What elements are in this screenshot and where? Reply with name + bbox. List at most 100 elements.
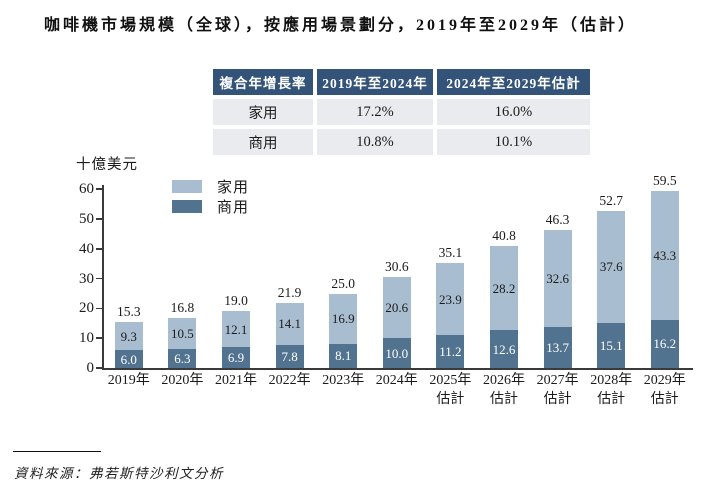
y-tick bbox=[96, 248, 102, 250]
bar-value-home: 10.5 bbox=[171, 326, 194, 342]
bar-value-commercial: 6.9 bbox=[227, 350, 245, 366]
bar-segment-commercial: 6.9 bbox=[222, 347, 250, 368]
y-tick-label: 20 bbox=[79, 300, 94, 317]
x-axis-label: 2020年 bbox=[161, 373, 204, 388]
x-axis-label: 2028年 bbox=[590, 373, 633, 388]
cagr-row-commercial-label: 商用 bbox=[213, 129, 313, 155]
bar-total-label: 30.6 bbox=[384, 258, 409, 274]
cagr-row-home-value-1: 17.2% bbox=[317, 99, 433, 125]
bar-segment-commercial: 16.2 bbox=[650, 319, 679, 368]
y-tick bbox=[96, 277, 102, 280]
bar-value-home: 16.9 bbox=[331, 311, 355, 327]
bar-segment-home: 32.6 bbox=[543, 230, 572, 328]
bar-value-commercial: 12.6 bbox=[492, 341, 516, 357]
y-tick bbox=[96, 218, 102, 220]
source-note: 資料來源：弗若斯特沙利文分析 bbox=[14, 466, 224, 481]
x-axis-label: 2023年 bbox=[322, 373, 365, 388]
x-axis-estimate-label: 估計 bbox=[650, 392, 679, 407]
y-axis-unit-label: 十億美元 bbox=[76, 157, 138, 173]
x-axis-label: 2027年 bbox=[536, 373, 579, 388]
bar-value-commercial: 11.2 bbox=[439, 343, 462, 359]
bar-segment-home: 43.3 bbox=[650, 190, 679, 320]
bar-value-home: 12.1 bbox=[224, 321, 248, 337]
bar-segment-home: 23.9 bbox=[436, 263, 465, 335]
bar-segment-commercial: 12.6 bbox=[490, 330, 518, 368]
x-axis-label: 2026年 bbox=[482, 373, 525, 388]
cagr-row-commercial-value-2: 10.1% bbox=[437, 129, 590, 155]
bar-segment-commercial: 15.1 bbox=[597, 323, 626, 368]
bar-value-home: 43.3 bbox=[653, 247, 677, 263]
bar-segment-home: 16.9 bbox=[329, 293, 358, 344]
y-tick bbox=[96, 337, 102, 339]
legend-swatch-home bbox=[172, 179, 202, 193]
bar-segment-home: 12.1 bbox=[222, 311, 250, 348]
x-axis-label: 2029年 bbox=[643, 373, 686, 388]
bar-total-label: 52.7 bbox=[599, 192, 623, 208]
bar-segment-commercial: 6.3 bbox=[168, 349, 197, 368]
bar-segment-home: 9.3 bbox=[114, 322, 143, 351]
y-tick-label: 10 bbox=[79, 330, 94, 347]
bar-value-home: 14.1 bbox=[278, 316, 301, 332]
y-tick bbox=[96, 367, 102, 369]
bar-segment-home: 28.2 bbox=[490, 246, 518, 331]
legend-label-home: 家用 bbox=[217, 179, 250, 196]
cagr-row-home-value-2: 16.0% bbox=[437, 99, 590, 125]
bar-segment-commercial: 11.2 bbox=[436, 334, 465, 368]
legend-swatch-commercial bbox=[172, 199, 202, 213]
y-tick-label: 50 bbox=[79, 211, 94, 227]
cagr-header-2019-2024: 2019年至2024年 bbox=[317, 69, 433, 95]
bar-total-label: 16.8 bbox=[170, 299, 195, 315]
bar-total-label: 15.3 bbox=[116, 304, 141, 320]
bar-value-commercial: 6.0 bbox=[120, 351, 137, 367]
bar-segment-commercial: 13.7 bbox=[543, 327, 572, 368]
y-tick-label: 40 bbox=[79, 240, 94, 257]
legend-item-commercial: 商用 bbox=[172, 196, 249, 216]
x-axis-label: 2022年 bbox=[268, 373, 311, 388]
cagr-row-home-label: 家用 bbox=[213, 99, 313, 125]
x-axis-label: 2025年 bbox=[429, 373, 472, 388]
bar-value-home: 20.6 bbox=[385, 299, 409, 315]
cagr-row-commercial-value-1: 10.8% bbox=[317, 129, 433, 155]
bar-value-home: 37.6 bbox=[599, 259, 623, 275]
bar-segment-home: 14.1 bbox=[275, 302, 304, 345]
cagr-table: 複合年增長率 2019年至2024年 2024年至2029年估計 家用 17.2… bbox=[213, 69, 590, 155]
x-axis-label: 2021年 bbox=[214, 373, 257, 388]
cagr-header-metric: 複合年增長率 bbox=[213, 69, 313, 95]
bar-value-home: 23.9 bbox=[439, 291, 462, 307]
bar-segment-commercial: 10.0 bbox=[382, 338, 411, 368]
y-tick-label: 30 bbox=[79, 270, 94, 287]
bar-value-home: 9.3 bbox=[120, 328, 137, 344]
legend-label-commercial: 商用 bbox=[217, 199, 250, 216]
x-axis-estimate-label: 估計 bbox=[436, 392, 465, 407]
bar-total-label: 40.8 bbox=[492, 228, 516, 244]
bar-value-commercial: 16.2 bbox=[653, 336, 677, 352]
x-axis-estimate-label: 估計 bbox=[543, 392, 572, 407]
bar-total-label: 46.3 bbox=[545, 212, 570, 228]
bar-segment-commercial: 8.1 bbox=[329, 343, 358, 368]
y-tick-label: 0 bbox=[86, 360, 95, 376]
bar-total-label: 25.0 bbox=[331, 275, 355, 291]
bar-value-commercial: 10.0 bbox=[385, 345, 409, 361]
bar-total-label: 35.1 bbox=[438, 245, 463, 261]
x-axis-estimate-label: 估計 bbox=[489, 392, 518, 407]
chart-title: 咖啡機市場規模（全球），按應用場景劃分，2019年至2029年（估計） bbox=[44, 17, 638, 34]
cagr-header-2024-2029: 2024年至2029年估計 bbox=[437, 69, 590, 95]
bar-segment-home: 20.6 bbox=[382, 276, 411, 339]
bar-segment-home: 37.6 bbox=[597, 210, 626, 323]
bar-segment-commercial: 6.0 bbox=[114, 350, 143, 368]
bar-value-commercial: 7.8 bbox=[281, 348, 298, 364]
x-axis-line bbox=[102, 368, 694, 370]
y-axis-line bbox=[102, 185, 104, 370]
chart-legend: 家用 商用 bbox=[172, 176, 249, 216]
bar-total-label: 21.9 bbox=[277, 284, 302, 300]
bar-value-commercial: 13.7 bbox=[546, 340, 569, 356]
bar-value-commercial: 6.3 bbox=[174, 351, 191, 367]
bar-value-home: 28.2 bbox=[492, 280, 516, 296]
x-axis-label: 2019年 bbox=[107, 373, 150, 388]
bar-segment-commercial: 7.8 bbox=[275, 344, 304, 368]
bar-value-home: 32.6 bbox=[546, 271, 569, 287]
bar-total-label: 59.5 bbox=[652, 172, 677, 188]
x-axis-estimate-label: 估計 bbox=[597, 392, 626, 407]
